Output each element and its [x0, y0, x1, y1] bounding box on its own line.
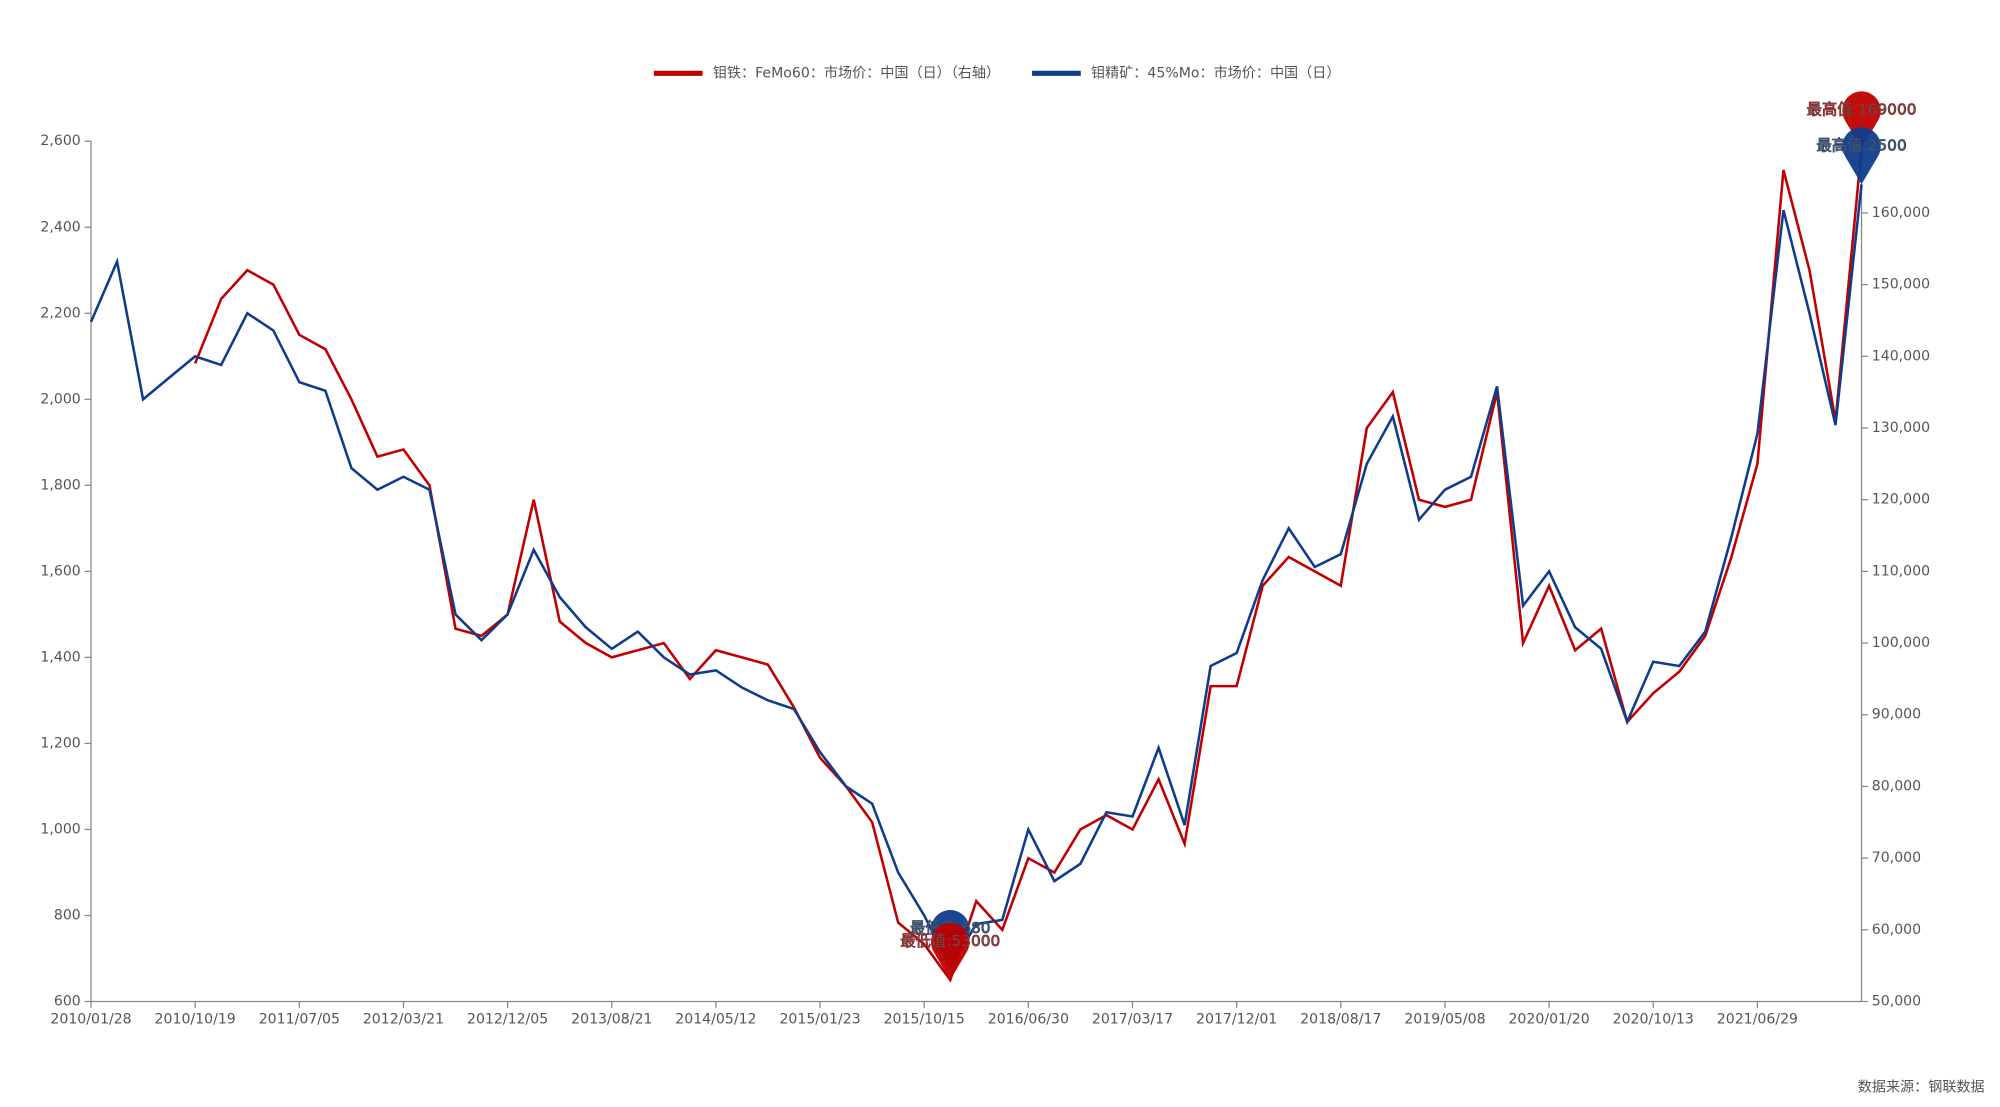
extreme-label: 最高值:2500: [1816, 136, 1906, 154]
y-tick-label: 2,200: [40, 305, 80, 321]
y2-tick-label: 90,000: [1872, 707, 1921, 723]
source-note: 数据来源：钢联数据: [1858, 1079, 1985, 1095]
y-tick-label: 1,400: [40, 649, 80, 665]
extreme-pin: [931, 922, 970, 980]
y-tick-label: 2,000: [40, 391, 80, 407]
x-tick-label: 2011/07/05: [259, 1011, 340, 1027]
x-tick-label: 2017/03/17: [1092, 1011, 1173, 1027]
x-tick-label: 2021/06/29: [1717, 1011, 1798, 1027]
series-line: [89, 184, 1863, 970]
y-tick-label: 2,600: [40, 133, 80, 149]
x-tick-label: 2019/05/08: [1404, 1011, 1485, 1027]
x-tick-label: 2015/10/15: [884, 1011, 965, 1027]
x-tick-label: 2010/01/28: [50, 1011, 131, 1027]
x-tick-label: 2016/06/30: [988, 1011, 1069, 1027]
y-tick-label: 1,200: [40, 735, 80, 751]
extreme-label: 最高值:169000: [1807, 100, 1917, 118]
y2-tick-label: 110,000: [1872, 563, 1930, 579]
series-line: [193, 148, 1863, 983]
x-tick-label: 2020/10/13: [1613, 1011, 1694, 1027]
x-tick-label: 2013/08/21: [571, 1011, 652, 1027]
y-tick-label: 1,600: [40, 563, 80, 579]
y-tick-label: 600: [54, 994, 81, 1010]
x-tick-label: 2015/01/23: [779, 1011, 860, 1027]
y-tick-label: 1,800: [40, 477, 80, 493]
x-tick-label: 2014/05/12: [675, 1011, 756, 1027]
y-tick-label: 2,400: [40, 219, 80, 235]
legend-label: 钼精矿：45%Mo：市场价：中国（日）: [1091, 64, 1340, 81]
x-tick-label: 2018/08/17: [1300, 1011, 1381, 1027]
y2-tick-label: 80,000: [1872, 778, 1921, 794]
y2-tick-label: 100,000: [1872, 635, 1930, 651]
y-tick-label: 1,000: [40, 821, 80, 837]
x-tick-label: 2020/01/20: [1508, 1011, 1589, 1027]
legend-label: 钼铁：FeMo60：市场价：中国（日）（右轴）: [713, 64, 1000, 81]
y2-tick-label: 130,000: [1872, 420, 1930, 436]
y2-tick-label: 50,000: [1872, 994, 1921, 1010]
x-tick-label: 2017/12/01: [1196, 1011, 1277, 1027]
y2-tick-label: 160,000: [1872, 205, 1930, 221]
extreme-label: 最低值:53000: [900, 932, 1000, 950]
extreme-pin: [1842, 91, 1881, 149]
y2-tick-label: 60,000: [1872, 922, 1921, 938]
y-tick-label: 800: [54, 907, 81, 923]
y2-tick-label: 150,000: [1872, 277, 1930, 293]
x-tick-label: 2012/12/05: [467, 1011, 548, 1027]
y2-tick-label: 140,000: [1872, 348, 1930, 364]
x-tick-label: 2012/03/21: [363, 1011, 444, 1027]
y2-tick-label: 120,000: [1872, 492, 1930, 508]
y2-tick-label: 70,000: [1872, 850, 1921, 866]
x-tick-label: 2010/10/19: [155, 1011, 236, 1027]
extreme-pin: [1842, 127, 1881, 185]
